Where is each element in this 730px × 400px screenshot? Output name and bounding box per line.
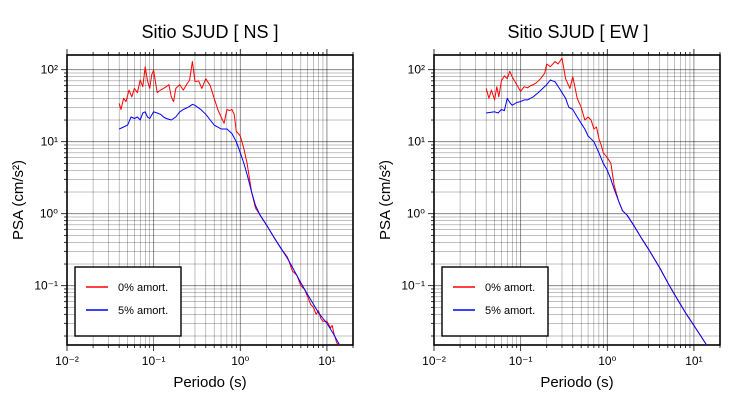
legend-box bbox=[441, 266, 549, 337]
x-tick-label: 10⁻² bbox=[55, 354, 79, 368]
chart-title: Sitio SJUD [ EW ] bbox=[507, 22, 648, 42]
y-axis-label: PSA (cm/s²) bbox=[377, 160, 394, 240]
x-axis-label: Periodo (s) bbox=[173, 374, 246, 391]
y-tick-label: 10⁰ bbox=[407, 207, 425, 221]
y-tick-label: 10⁻¹ bbox=[401, 279, 425, 293]
chart-title: Sitio SJUD [ NS ] bbox=[141, 22, 278, 42]
legend-label: 5% amort. bbox=[118, 305, 168, 317]
grid bbox=[66, 55, 354, 345]
x-axis-label: Periodo (s) bbox=[540, 374, 613, 391]
y-tick-label: 10² bbox=[408, 63, 425, 77]
x-tick-label: 10¹ bbox=[685, 354, 702, 368]
chart-panel-1: Sitio SJUD [ NS ] 10⁻² 10⁻¹ 10⁰ 10¹ 10⁻¹ 10⁰ 10… bbox=[10, 22, 354, 391]
chart-panel-2: Sitio SJUD [ EW ] 10⁻² 10⁻¹ 10⁰ 10¹ 10⁻¹ 10⁰ 10… bbox=[377, 22, 721, 391]
plot-frame bbox=[66, 54, 354, 346]
legend-label: 5% amort. bbox=[485, 305, 535, 317]
y-tick-label: 10⁰ bbox=[40, 207, 58, 221]
series-line-blue bbox=[118, 103, 341, 346]
legend-label: 0% amort. bbox=[118, 282, 168, 294]
y-tick-label: 10² bbox=[41, 63, 58, 77]
y-tick-label: 10¹ bbox=[41, 135, 58, 149]
legend: 0% amort. 5% amort. bbox=[74, 266, 182, 337]
x-tick-label: 10⁻¹ bbox=[142, 354, 166, 368]
y-axis-label: PSA (cm/s²) bbox=[10, 160, 27, 240]
legend-box bbox=[74, 266, 182, 337]
series-line-red bbox=[118, 61, 340, 346]
plot-frame bbox=[433, 54, 721, 346]
tick-marks bbox=[428, 49, 721, 351]
legend-label: 0% amort. bbox=[485, 282, 535, 294]
x-tick-label: 10¹ bbox=[318, 354, 335, 368]
legend: 0% amort. 5% amort. bbox=[441, 266, 549, 337]
x-tick-label: 10⁻¹ bbox=[509, 354, 533, 368]
x-tick-label: 10⁰ bbox=[598, 354, 616, 368]
x-tick-label: 10⁰ bbox=[231, 354, 249, 368]
y-tick-label: 10¹ bbox=[408, 135, 425, 149]
x-tick-label: 10⁻² bbox=[422, 354, 446, 368]
tick-marks bbox=[61, 49, 354, 351]
series-line-blue bbox=[486, 79, 708, 346]
y-tick-label: 10⁻¹ bbox=[34, 279, 58, 293]
